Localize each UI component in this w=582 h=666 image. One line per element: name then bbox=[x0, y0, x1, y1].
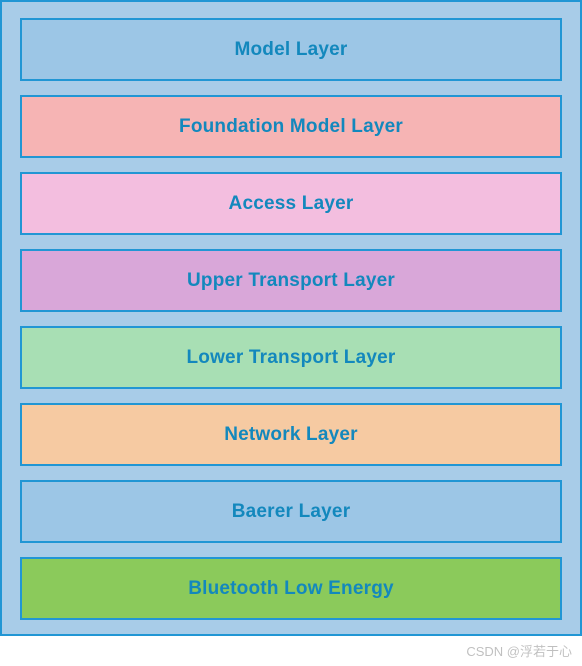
layer-network: Network Layer bbox=[20, 403, 562, 466]
layer-bearer: Baerer Layer bbox=[20, 480, 562, 543]
watermark: CSDN @浮若于心 bbox=[466, 641, 572, 660]
layer-ble: Bluetooth Low Energy bbox=[20, 557, 562, 620]
layer-label: Foundation Model Layer bbox=[179, 116, 403, 138]
layer-label: Lower Transport Layer bbox=[186, 347, 395, 369]
layer-stack: Model Layer Foundation Model Layer Acces… bbox=[0, 0, 582, 636]
layer-label: Access Layer bbox=[229, 193, 354, 215]
layer-access: Access Layer bbox=[20, 172, 562, 235]
layer-upper-transport: Upper Transport Layer bbox=[20, 249, 562, 312]
layer-label: Network Layer bbox=[224, 424, 358, 446]
layer-label: Upper Transport Layer bbox=[187, 270, 395, 292]
layer-label: Model Layer bbox=[234, 39, 347, 61]
layer-foundation-model: Foundation Model Layer bbox=[20, 95, 562, 158]
layer-label: Bluetooth Low Energy bbox=[188, 578, 394, 600]
layer-label: Baerer Layer bbox=[232, 501, 351, 523]
layer-model: Model Layer bbox=[20, 18, 562, 81]
layer-lower-transport: Lower Transport Layer bbox=[20, 326, 562, 389]
